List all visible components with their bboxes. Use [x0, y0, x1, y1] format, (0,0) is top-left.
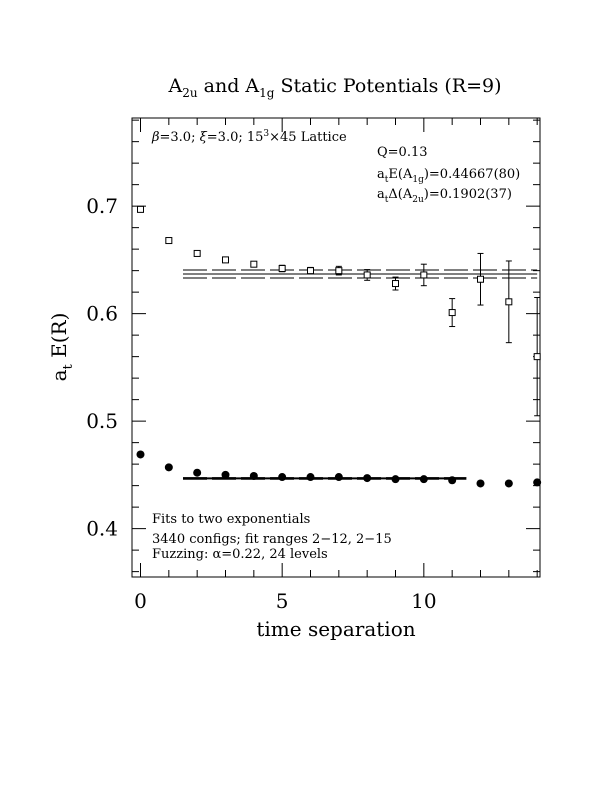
gap-sub: 2u: [412, 195, 424, 205]
y-label-rest: E(R): [47, 313, 71, 365]
a2u-point: [392, 280, 399, 288]
a2u-point: [505, 298, 513, 306]
a2u-point: [165, 237, 173, 245]
energy-mid: E(A: [388, 167, 413, 182]
data-points: [136, 205, 542, 488]
gap-rest: )=0.1902(37): [424, 187, 512, 202]
a2u-point: [250, 260, 258, 268]
a1g-point: [193, 468, 202, 477]
energy-sub: 1g: [412, 175, 424, 185]
gap-mid: Δ(A: [388, 187, 412, 202]
energy-a: a: [377, 167, 385, 182]
a1g-point: [278, 473, 287, 482]
lattice-part1: =3.0;: [160, 130, 200, 145]
a1g-point: [391, 475, 400, 484]
a1g-point: [363, 474, 372, 483]
a1g-point: [306, 473, 315, 482]
y-tick-label: 0.5: [86, 409, 118, 433]
a2u-point: [420, 271, 428, 279]
gap-annotation: atΔ(A2u)=0.1902(37): [377, 187, 512, 205]
y-axis-label: at E(R): [47, 313, 76, 382]
x-tick-label: 0: [134, 589, 147, 613]
x-tick-label: 5: [276, 589, 289, 613]
axis-tick-labels: 0 5 10 0.4 0.5 0.6 0.7: [86, 194, 436, 613]
title-a1g-sub: 1g: [259, 86, 275, 100]
a2u-point: [448, 309, 456, 317]
x-tick-label: 10: [411, 589, 436, 613]
gap-a: a: [377, 187, 385, 202]
title-a2u: A: [168, 75, 183, 97]
a2u-point: [193, 249, 201, 257]
y-label-a: a: [47, 369, 71, 381]
fits-annotation-line2: 3440 configs; fit ranges 2−12, 2−15: [152, 532, 392, 547]
a1g-point: [419, 475, 428, 484]
y-label-sub: t: [61, 363, 76, 369]
a1g-point: [249, 471, 258, 480]
energy-t-sub: t: [385, 175, 389, 185]
x-axis-label: time separation: [256, 617, 415, 641]
lattice-annotation: β=3.0; ξ=3.0; 153×45 Lattice: [151, 129, 347, 145]
lattice-xi: ξ: [200, 130, 208, 145]
a2u-point: [533, 353, 541, 361]
a2u-point: [335, 267, 343, 275]
a1g-point: [136, 450, 145, 459]
q-annotation: Q=0.13: [377, 145, 428, 160]
a2u-point: [137, 205, 144, 213]
a2u-point: [307, 267, 314, 275]
plot-frame: [131, 117, 541, 578]
fits-annotation-line3: Fuzzing: α=0.22, 24 levels: [152, 547, 328, 562]
energy-rest: )=0.44667(80): [424, 167, 520, 182]
a1g-point: [221, 470, 230, 479]
a2u-point: [363, 271, 371, 279]
a2u-point: [477, 275, 484, 283]
energy-annotation: atE(A1g)=0.44667(80): [377, 167, 520, 185]
y-tick-label: 0.4: [86, 517, 118, 541]
lattice-beta: β: [151, 130, 160, 145]
a1g-point: [476, 479, 485, 488]
axis-ticks: [132, 118, 540, 577]
title-a2u-sub: 2u: [182, 86, 198, 100]
a1g-point: [448, 476, 457, 485]
fit-lines: [183, 269, 538, 480]
a1g-point: [533, 478, 542, 487]
lattice-part2: =3.0; 15: [207, 130, 264, 145]
title-and: and A: [198, 75, 260, 97]
y-tick-label: 0.6: [86, 302, 118, 326]
a2u-point: [222, 256, 229, 264]
a1g-point: [334, 473, 343, 482]
a2u-point: [278, 264, 286, 272]
fits-annotation-line1: Fits to two exponentials: [152, 512, 310, 527]
gap-t-sub: t: [385, 195, 389, 205]
lattice-sup: 3: [263, 129, 269, 139]
y-tick-label: 0.7: [86, 194, 118, 218]
a1g-point: [504, 479, 513, 488]
a1g-point: [164, 463, 173, 472]
chart-title: A2u and A1g Static Potentials (R=9): [168, 75, 502, 100]
title-rest: Static Potentials (R=9): [274, 75, 501, 97]
lattice-part3: ×45 Lattice: [269, 130, 347, 145]
